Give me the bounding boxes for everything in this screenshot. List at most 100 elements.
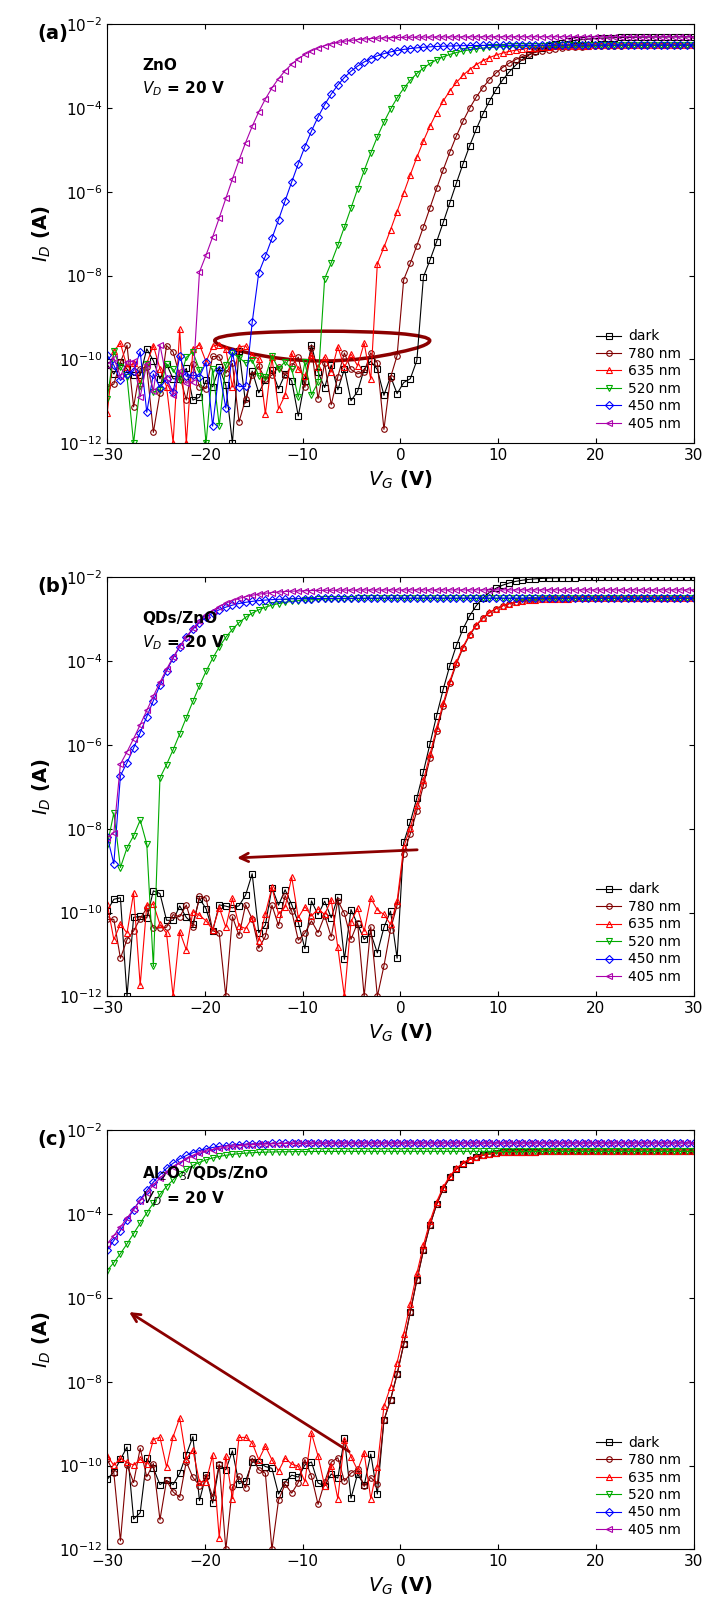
520 nm [689, 1141, 698, 1160]
635 nm [689, 589, 698, 608]
635 nm [518, 1143, 526, 1162]
635 nm [610, 36, 618, 55]
dark [189, 914, 197, 933]
405 nm [103, 1235, 112, 1254]
Text: Al$_2$O$_3$/QDs/ZnO
$V_D$ = 20 V: Al$_2$O$_3$/QDs/ZnO $V_D$ = 20 V [142, 1164, 270, 1209]
dark [689, 27, 698, 47]
450 nm [669, 36, 678, 55]
Legend: dark, 780 nm, 635 nm, 520 nm, 450 nm, 405 nm: dark, 780 nm, 635 nm, 520 nm, 450 nm, 40… [591, 876, 686, 989]
450 nm [103, 826, 112, 846]
dark [669, 27, 678, 47]
520 nm [610, 36, 618, 55]
dark [189, 1427, 197, 1446]
Line: dark: dark [104, 1149, 696, 1522]
405 nm [103, 828, 112, 847]
dark [518, 570, 526, 589]
520 nm [281, 1143, 290, 1162]
635 nm [669, 589, 678, 608]
635 nm [287, 867, 296, 886]
635 nm [597, 589, 606, 608]
635 nm [518, 39, 526, 58]
450 nm [518, 36, 526, 55]
Line: 780 nm: 780 nm [104, 596, 696, 999]
450 nm [689, 589, 698, 608]
Text: QDs/ZnO
$V_D$ = 20 V: QDs/ZnO $V_D$ = 20 V [142, 610, 225, 652]
780 nm [610, 589, 618, 608]
Line: 635 nm: 635 nm [104, 1149, 696, 1541]
635 nm [610, 589, 618, 608]
780 nm [149, 423, 157, 442]
520 nm [669, 36, 678, 55]
450 nm [103, 1240, 112, 1259]
dark [597, 568, 606, 587]
Y-axis label: $I_D$ (A): $I_D$ (A) [31, 1312, 54, 1369]
450 nm [689, 1133, 698, 1152]
dark [597, 1141, 606, 1160]
405 nm [182, 1149, 191, 1169]
Line: 780 nm: 780 nm [104, 1149, 696, 1553]
405 nm [610, 27, 618, 47]
635 nm [689, 36, 698, 55]
780 nm [103, 910, 112, 930]
450 nm [189, 620, 197, 639]
635 nm [215, 1528, 224, 1548]
450 nm [591, 1133, 599, 1152]
Legend: dark, 780 nm, 635 nm, 520 nm, 450 nm, 405 nm: dark, 780 nm, 635 nm, 520 nm, 450 nm, 40… [591, 324, 686, 436]
405 nm [603, 1133, 612, 1152]
dark [103, 1470, 112, 1490]
520 nm [603, 1141, 612, 1160]
520 nm [591, 1141, 599, 1160]
520 nm [103, 1261, 112, 1280]
635 nm [189, 339, 197, 358]
dark [103, 901, 112, 920]
dark [123, 986, 132, 1006]
405 nm [591, 1133, 599, 1152]
520 nm [287, 592, 296, 612]
780 nm [518, 591, 526, 610]
780 nm [689, 589, 698, 608]
dark [669, 568, 678, 587]
X-axis label: $V_G$ (V): $V_G$ (V) [368, 1022, 433, 1044]
405 nm [591, 579, 599, 599]
450 nm [281, 1133, 290, 1152]
Text: (a): (a) [37, 24, 68, 44]
520 nm [189, 342, 197, 362]
520 nm [689, 36, 698, 55]
dark [103, 355, 112, 374]
dark [287, 894, 296, 914]
780 nm [103, 1449, 112, 1469]
635 nm [103, 894, 112, 914]
Line: 405 nm: 405 nm [104, 587, 696, 841]
dark [610, 568, 618, 587]
dark [597, 29, 606, 48]
635 nm [103, 404, 112, 423]
635 nm [287, 1454, 296, 1474]
405 nm [189, 373, 197, 392]
450 nm [287, 589, 296, 608]
450 nm [518, 589, 526, 608]
780 nm [287, 357, 296, 376]
dark [610, 27, 618, 47]
405 nm [663, 579, 671, 599]
Line: 450 nm: 450 nm [104, 42, 696, 429]
520 nm [689, 589, 698, 608]
450 nm [597, 36, 606, 55]
450 nm [610, 36, 618, 55]
780 nm [222, 986, 230, 1006]
780 nm [610, 36, 618, 55]
635 nm [182, 1449, 191, 1469]
dark [689, 568, 698, 587]
780 nm [182, 896, 191, 915]
450 nm [109, 854, 118, 873]
405 nm [669, 27, 678, 47]
Line: 635 nm: 635 nm [104, 42, 696, 445]
780 nm [689, 1141, 698, 1160]
450 nm [287, 173, 296, 192]
X-axis label: $V_G$ (V): $V_G$ (V) [368, 1575, 433, 1598]
520 nm [287, 360, 296, 379]
405 nm [103, 355, 112, 374]
405 nm [281, 1133, 290, 1152]
780 nm [287, 1483, 296, 1503]
635 nm [597, 1141, 606, 1160]
450 nm [511, 1133, 520, 1152]
